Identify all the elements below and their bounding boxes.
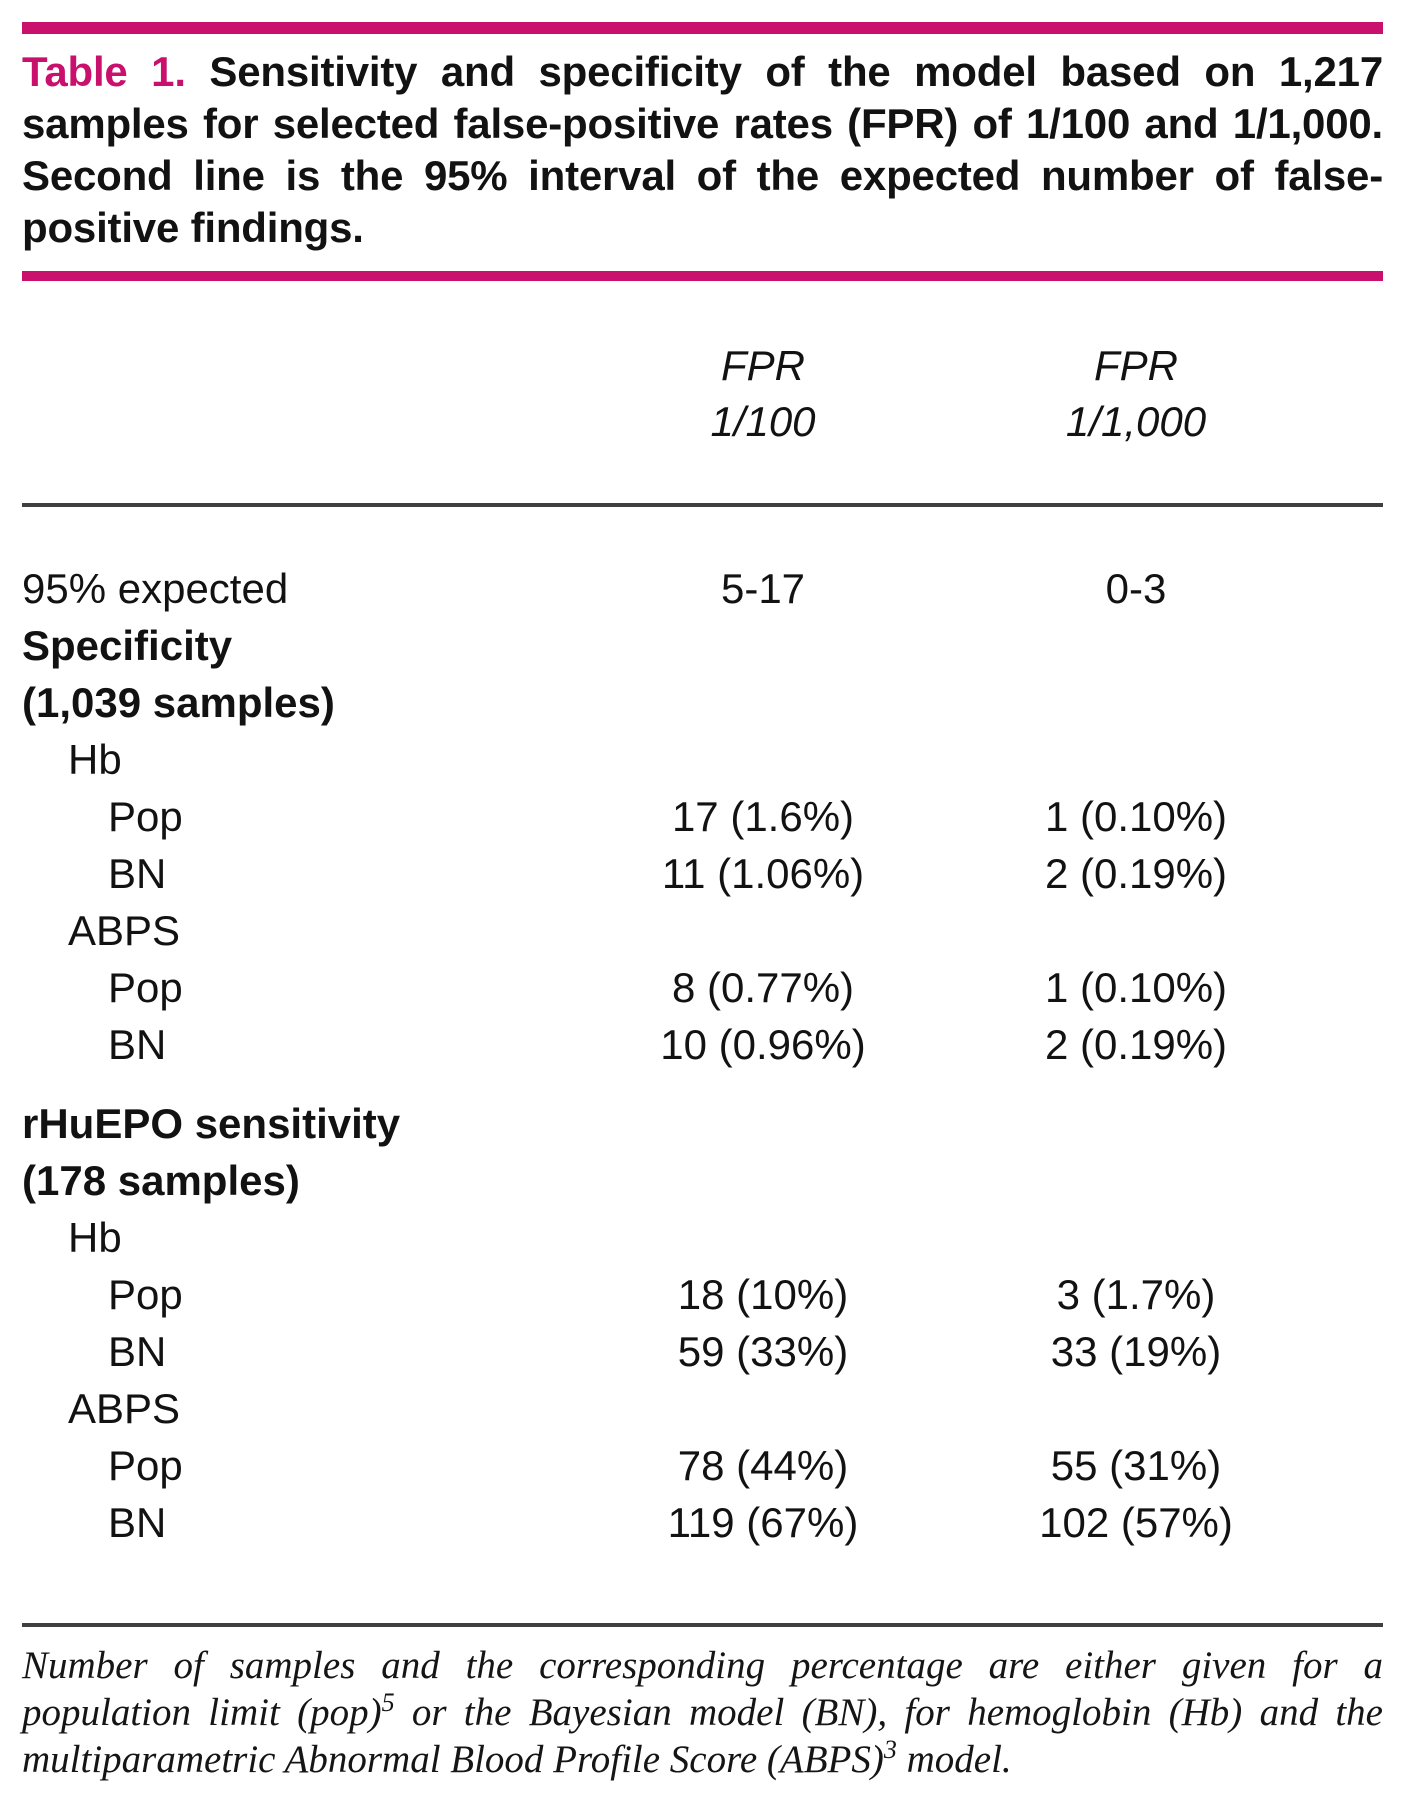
table-row: Pop 18 (10%) 3 (1.7%) — [0, 1266, 1405, 1323]
row-spacer — [0, 1073, 1405, 1095]
cell-fpr-1-1000: 102 (57%) — [1039, 1499, 1233, 1546]
column-header-fpr-1-100: FPR 1/100 — [613, 338, 913, 450]
row-label: Pop — [108, 1271, 183, 1318]
caption-accent-bar — [22, 271, 1383, 281]
table-row: Pop 8 (0.77%) 1 (0.10%) — [0, 959, 1405, 1016]
row-label: Specificity — [22, 622, 233, 669]
cell-fpr-1-1000: 0-3 — [1105, 565, 1167, 612]
cell-fpr-1-100: 5-17 — [720, 565, 806, 612]
table-row: Specificity — [0, 617, 1405, 674]
footnote-text: model. — [896, 1738, 1012, 1781]
table-row: BN 11 (1.06%) 2 (0.19%) — [0, 845, 1405, 902]
footer-rule — [22, 1623, 1383, 1627]
row-label: Hb — [68, 1214, 122, 1261]
cell-fpr-1-1000: 2 (0.19%) — [1044, 850, 1228, 897]
row-label: Pop — [108, 793, 183, 840]
column-header-line: FPR — [721, 342, 805, 389]
row-label: BN — [108, 1021, 167, 1068]
row-label: Hb — [68, 736, 122, 783]
table-caption-label: Table 1. — [22, 48, 186, 95]
table-row: Hb — [0, 1209, 1405, 1266]
table-row: (178 samples) — [0, 1152, 1405, 1209]
row-label: 95% expected — [22, 565, 289, 612]
top-accent-bar — [22, 22, 1383, 34]
table-row: ABPS — [0, 1380, 1405, 1437]
cell-fpr-1-1000: 3 (1.7%) — [1056, 1271, 1216, 1318]
header-rule — [22, 503, 1383, 507]
table-body: 95% expected 5-17 0-3 Specificity (1,039 sam… — [0, 560, 1405, 1551]
table-caption-text: Sensitivity and specificity of the model… — [22, 48, 1383, 251]
table-row: Pop 78 (44%) 55 (31%) — [0, 1437, 1405, 1494]
row-label: (1,039 samples) — [22, 679, 335, 726]
footnote-superscript: 3 — [883, 1735, 897, 1764]
column-header-fpr-1-1000: FPR 1/1,000 — [986, 338, 1286, 450]
cell-fpr-1-100: 8 (0.77%) — [671, 964, 855, 1011]
footnote-text: Number of samples and the corresponding … — [22, 1644, 1383, 1734]
table-row: ABPS — [0, 902, 1405, 959]
row-label: ABPS — [68, 1385, 181, 1432]
row-label: BN — [108, 1499, 167, 1546]
table-caption: Table 1. Sensitivity and specificity of … — [22, 46, 1383, 254]
cell-fpr-1-100: 119 (67%) — [667, 1499, 859, 1546]
cell-fpr-1-1000: 33 (19%) — [1050, 1328, 1222, 1375]
column-header-line: 1/100 — [710, 398, 816, 445]
cell-fpr-1-1000: 1 (0.10%) — [1044, 793, 1228, 840]
cell-fpr-1-100: 18 (10%) — [677, 1271, 849, 1318]
table-row: 95% expected 5-17 0-3 — [0, 560, 1405, 617]
column-header-line: 1/1,000 — [1065, 398, 1207, 445]
footnote: Number of samples and the corresponding … — [22, 1642, 1383, 1783]
table-row: (1,039 samples) — [0, 674, 1405, 731]
row-label: Pop — [108, 964, 183, 1011]
table-row: BN 119 (67%) 102 (57%) — [0, 1494, 1405, 1551]
table-row: BN 59 (33%) 33 (19%) — [0, 1323, 1405, 1380]
cell-fpr-1-100: 11 (1.06%) — [661, 850, 865, 897]
footnote-text: or the Bayesian model (BN), for hemoglob… — [22, 1691, 1383, 1781]
cell-fpr-1-100: 59 (33%) — [677, 1328, 849, 1375]
row-label: (178 samples) — [22, 1157, 300, 1204]
row-label: ABPS — [68, 907, 181, 954]
table-row: rHuEPO sensitivity — [0, 1095, 1405, 1152]
row-label: BN — [108, 1328, 167, 1375]
table-row: Pop 17 (1.6%) 1 (0.10%) — [0, 788, 1405, 845]
cell-fpr-1-1000: 2 (0.19%) — [1044, 1021, 1228, 1068]
footnote-superscript: 5 — [381, 1688, 395, 1717]
table-row: BN 10 (0.96%) 2 (0.19%) — [0, 1016, 1405, 1073]
cell-fpr-1-100: 10 (0.96%) — [660, 1021, 866, 1068]
row-label: BN — [108, 850, 167, 897]
row-label: rHuEPO sensitivity — [22, 1100, 401, 1147]
column-header-line: FPR — [1094, 342, 1178, 389]
cell-fpr-1-100: 78 (44%) — [677, 1442, 849, 1489]
table-row: Hb — [0, 731, 1405, 788]
cell-fpr-1-100: 17 (1.6%) — [671, 793, 855, 840]
row-label: Pop — [108, 1442, 183, 1489]
cell-fpr-1-1000: 1 (0.10%) — [1044, 964, 1228, 1011]
cell-fpr-1-1000: 55 (31%) — [1050, 1442, 1222, 1489]
